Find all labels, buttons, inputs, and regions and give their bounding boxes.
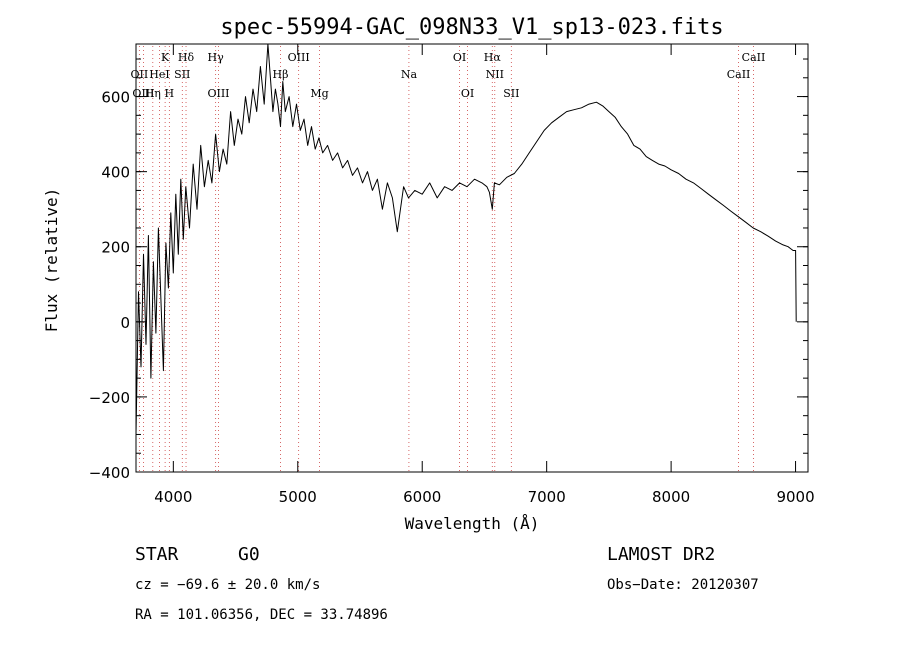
spectral-line-label: OI [461,87,474,100]
y-tick-label: 200 [101,239,130,257]
spectral-line-label: Hη [145,87,161,100]
spectral-line-label: K [161,51,170,64]
observation-date: Obs−Date: 20120307 [607,577,759,593]
redshift-info: cz = −69.6 ± 20.0 km/s [135,577,320,593]
x-tick-label: 4000 [154,488,192,506]
x-axis-title: Wavelength (Å) [405,514,540,533]
spectral-line-label: Hα [484,51,502,64]
spectral-line-label: SII [503,87,519,100]
y-tick-label: 600 [101,89,130,107]
y-tick-label: −400 [89,464,130,482]
y-axis-ticks: −400 −200 0 200 400 600 [89,58,808,482]
spectral-line-label: NII [486,68,504,81]
y-tick-label: 0 [120,314,130,332]
spectral-line-label: Hδ [178,51,195,64]
x-tick-label: 7000 [528,488,566,506]
x-tick-label: 8000 [652,488,690,506]
spectral-line-label: CaII [727,68,751,81]
spectral-line-label: SII [174,68,190,81]
spectral-line-label: OI [453,51,466,64]
spectral-line-label: OIII [207,87,229,100]
survey-name: LAMOST DR2 [607,544,715,565]
y-tick-label: 400 [101,164,130,182]
object-type: STAR [135,544,179,565]
spectral-line-label: OII [131,68,149,81]
spectral-line-markers: Hδ K Hγ OIII OI Hα CaII OII HeI SII Hβ Na NII CaII OII… [131,46,766,472]
spectral-subclass: G0 [238,544,260,565]
x-tick-label: 5000 [279,488,317,506]
y-tick-label: −200 [89,389,130,407]
x-axis-ticks: 4000 5000 6000 7000 8000 9000 [154,44,815,506]
plot-frame [135,43,809,473]
spectral-line-label: H [165,87,175,100]
spectral-line-label: Hγ [208,51,225,64]
spectral-line-label: HeI [149,68,169,81]
spectrum-series [135,43,797,435]
x-tick-label: 9000 [776,488,814,506]
spectral-line-label: OIII [288,51,310,64]
spectral-line-label: Na [401,68,418,81]
chart-title: spec-55994-GAC_098N33_V1_sp13-023.fits [220,15,723,40]
coordinates-info: RA = 101.06356, DEC = 33.74896 [135,607,388,623]
x-tick-label: 6000 [403,488,441,506]
spectral-line-label: Mg [310,87,328,100]
y-axis-title: Flux (relative) [42,188,61,333]
spectrum-line [135,43,797,435]
spectral-line-label: Hβ [273,68,289,81]
spectral-line-label: CaII [742,51,766,64]
